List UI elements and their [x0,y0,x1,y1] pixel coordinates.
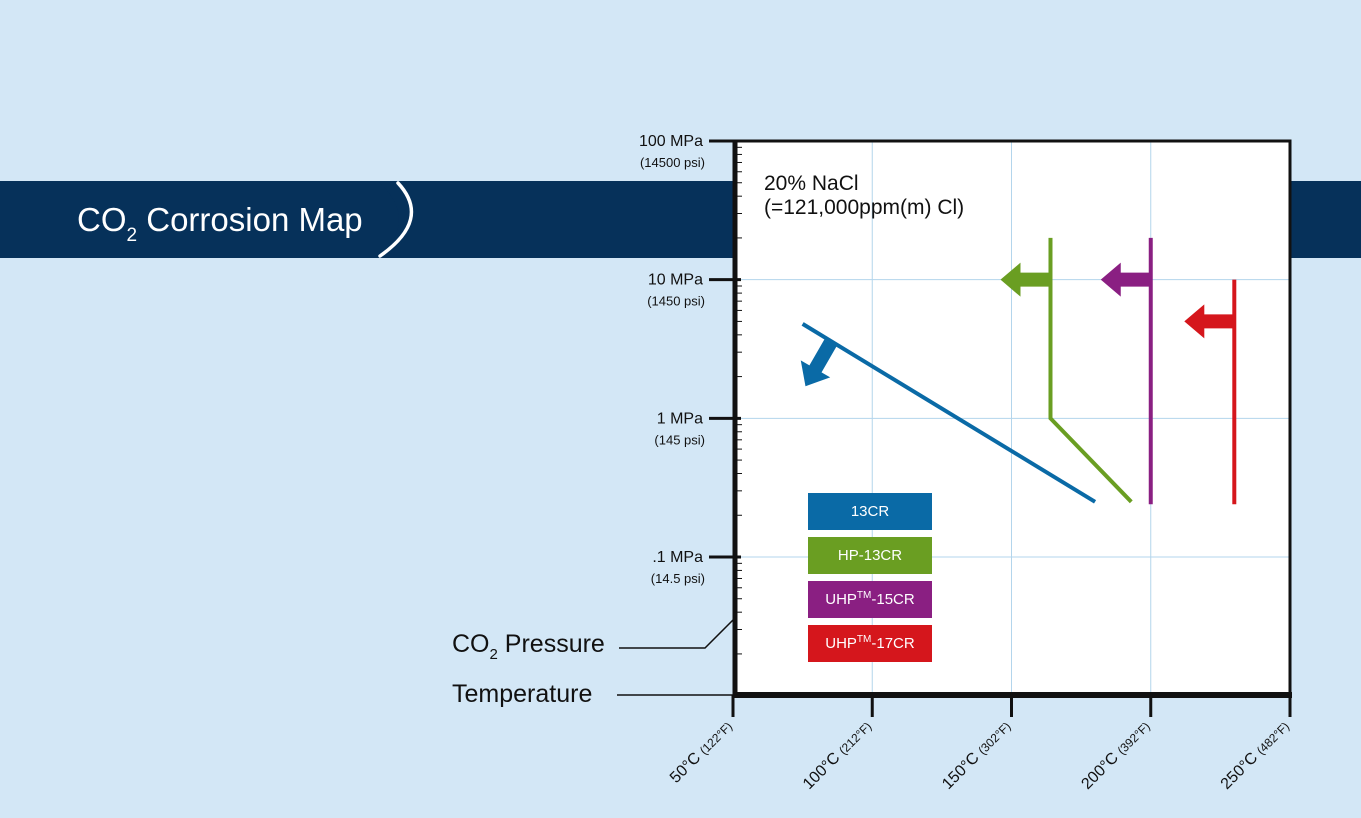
x-tick-label-sub: (482°F) [1254,719,1292,757]
y-tick-label-3: .1 MPa [652,549,703,566]
arrow-shape [800,339,837,387]
x-tick-label-3: 200°C (392°F) [1078,718,1153,793]
y-tick-label-1: 10 MPa [648,272,703,289]
axis-leader-lines [617,617,736,696]
y-tick-sublabel-1: (1450 psi) [647,294,705,309]
series-lines [800,237,1237,505]
pressure-leader-line [619,617,736,649]
chart-note-line1: 20% NaCl [764,172,859,195]
legend-label: UHP [825,635,857,652]
x-tick-label-2: 150°C (302°F) [939,718,1014,793]
arrow-left-icon [1000,262,1051,297]
x-tick-label-sub: (302°F) [975,719,1013,757]
banner-end-cap [0,181,414,258]
series-line-hp-13cr [1048,237,1133,504]
page-title: CO2 Corrosion Map [77,201,363,246]
x-tick-label-main: 200°C [1078,746,1125,793]
y-tick-sublabel-2: (145 psi) [654,432,705,447]
chart-note-line2: (=121,000ppm(m) Cl) [764,196,965,219]
legend-label: UHP [825,591,857,608]
x-tick-label-4: 250°C (482°F) [1218,718,1293,793]
x-tick-label-main: 100°C [800,746,847,793]
legend-item-uhp-17cr: UHPTM-17CR [808,625,932,662]
series-line-13cr [801,322,1097,504]
legend-label-suffix: -15CR [871,591,915,608]
x-tick-label-sub: (212°F) [836,719,874,757]
arrow-left-icon [1100,262,1151,297]
legend-label-suffix: -17CR [871,635,915,652]
x-tick-label-sub: (122°F) [697,719,735,757]
legend-item-uhp-15cr: UHPTM-15CR [808,581,932,618]
x-tick-label-0: 50°C (122°F) [667,718,736,787]
y-axis-label: CO2 Pressure [452,630,605,663]
y-tick-sublabel-3: (14.5 psi) [651,571,705,586]
legend-label: HP-13CR [837,547,903,564]
x-axis-label: Temperature [452,680,593,708]
y-tick-label-0: 100 MPa [639,133,703,150]
legend-item-13cr: 13CR [808,493,932,530]
legend-label-superscript: TM [856,590,872,601]
arrow-lower-left-icon [800,339,837,387]
y-axis-ticks: 100 MPa (14500 psi) 10 MPa (1450 psi) 1 MPa (… [639,133,742,655]
x-tick-label-main: 250°C [1218,746,1265,793]
arrow-left-icon [1184,304,1235,339]
y-tick-sublabel-0: (14500 psi) [640,155,705,170]
x-axis-ticks: 50°C (122°F) 100°C (212°F) 150°C (302°F) 20… [667,695,1293,793]
x-tick-label-1: 100°C (212°F) [800,718,875,793]
x-tick-label-sub: (392°F) [1115,719,1153,757]
x-tick-label-main: 150°C [939,746,986,793]
legend-label: 13CR [850,503,890,520]
legend-item-hp-13cr: HP-13CR [808,537,932,574]
y-tick-label-2: 1 MPa [657,410,703,427]
chart-note: 20% NaCl (=121,000ppm(m) Cl) [764,172,964,220]
legend-label-superscript: TM [856,634,872,645]
